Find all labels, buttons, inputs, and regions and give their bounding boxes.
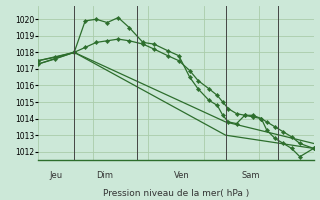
Text: Ven: Ven [174,171,189,180]
Text: Dim: Dim [96,171,113,180]
Text: Pression niveau de la mer( hPa ): Pression niveau de la mer( hPa ) [103,189,249,198]
Text: Jeu: Jeu [50,171,63,180]
Text: Sam: Sam [241,171,260,180]
